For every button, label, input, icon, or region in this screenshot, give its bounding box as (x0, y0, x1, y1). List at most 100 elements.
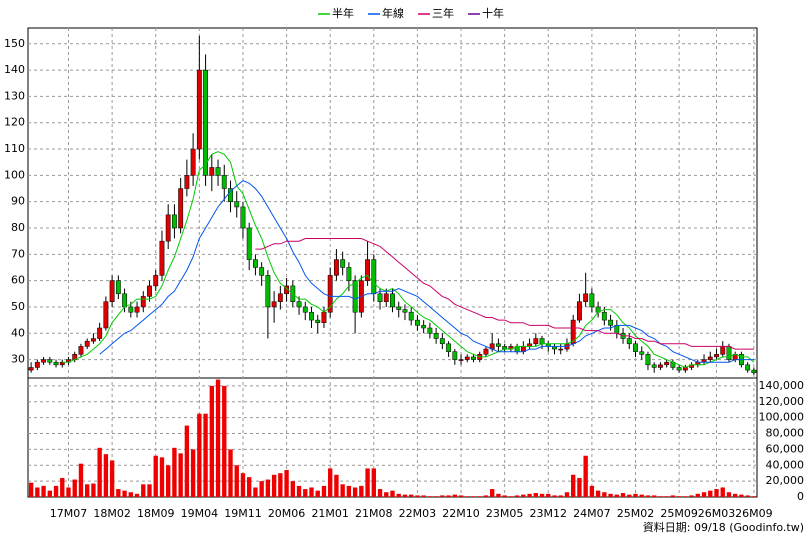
volume-bar (253, 487, 258, 497)
volume-bar (97, 447, 102, 497)
x-tick-label: 18M02 (93, 507, 131, 520)
candle-body (271, 301, 277, 308)
volume-bar (85, 484, 90, 497)
candle-body (321, 311, 327, 323)
legend-label: 半年 (332, 6, 354, 20)
candle-body (433, 333, 439, 339)
volume-bar (490, 489, 495, 497)
volume-bar (483, 495, 489, 497)
candle-body (365, 259, 371, 281)
volume-bar (284, 470, 289, 497)
volume-bar (222, 385, 227, 497)
candle-body (446, 343, 452, 352)
candle-body (608, 319, 614, 326)
candle-body (134, 306, 140, 313)
candle-body (657, 364, 663, 368)
volume-bar (620, 493, 626, 497)
candle-body (402, 309, 408, 313)
volume-bar (546, 493, 551, 497)
volume-bar (433, 496, 439, 497)
candle-body (265, 275, 271, 308)
x-tick-label: 25M02 (617, 507, 655, 520)
volume-bar (141, 484, 146, 497)
volume-bar (334, 474, 339, 497)
candle-body (234, 201, 240, 208)
x-tick-label: 20M06 (268, 507, 306, 520)
volume-bar (552, 495, 557, 497)
volume-bar (91, 483, 96, 497)
volume-bar (377, 489, 383, 497)
volume-bar (720, 487, 725, 497)
candle-body (28, 367, 34, 371)
volume-bar (396, 493, 401, 497)
candle-body (228, 188, 233, 202)
candle-body (452, 351, 458, 360)
volume-bar (471, 496, 476, 497)
volume-bar (726, 492, 732, 497)
candle-body (651, 364, 657, 368)
volume-bar (359, 485, 364, 497)
candle-body (171, 214, 177, 229)
volume-bar (602, 492, 607, 497)
volume-bar (116, 489, 121, 497)
volume-bar (296, 485, 302, 497)
candle-body (97, 327, 103, 339)
legend-label: 十年 (482, 6, 504, 20)
volume-bar (701, 492, 707, 497)
y2-tick-label: 20,000 (766, 474, 805, 487)
volume-bar (421, 495, 426, 497)
volume-bar (645, 495, 651, 497)
candle-body (259, 267, 265, 276)
candle-body (421, 325, 427, 329)
volume-bar (309, 487, 314, 497)
y2-tick-label: 60,000 (766, 442, 805, 455)
volume-bar (639, 494, 644, 497)
candle-body (78, 346, 84, 355)
volume-bar (72, 479, 77, 497)
volume-bar (714, 489, 719, 497)
candle-body (427, 327, 433, 334)
candle-body (576, 301, 582, 321)
volume-bar (147, 484, 152, 497)
volume-bar (209, 385, 214, 497)
volume-bar (514, 495, 520, 497)
volume-bar (452, 494, 457, 497)
volume-bar (134, 493, 140, 497)
candle-body (296, 301, 302, 308)
volume-bar (502, 495, 507, 497)
volume-bar (303, 489, 308, 497)
candle-body (190, 148, 196, 176)
x-tick-label: 24M07 (573, 507, 611, 520)
candle-body (371, 259, 377, 295)
candle-body (240, 206, 246, 229)
volume-bar (159, 457, 165, 497)
volume-bar (47, 490, 52, 497)
y-tick-label: 150 (4, 37, 25, 50)
volume-bar (340, 484, 345, 497)
candle-body (109, 280, 115, 302)
candle-body (196, 69, 202, 150)
candle-body (53, 361, 59, 366)
volume-bar (739, 494, 744, 497)
volume-bar (122, 490, 127, 497)
candle-body (277, 293, 283, 302)
candle-body (601, 311, 607, 321)
volume-bar (109, 460, 115, 497)
y-tick-label: 100 (4, 168, 25, 181)
volume-bar (571, 474, 576, 497)
volume-bar (41, 485, 46, 497)
y-tick-label: 110 (4, 142, 25, 155)
volume-bar (745, 495, 750, 497)
y-tick-label: 70 (11, 247, 25, 260)
volume-bar (589, 485, 595, 497)
volume-bar (197, 413, 202, 497)
volume-bar (614, 494, 619, 497)
y2-tick-label: 80,000 (766, 427, 805, 440)
volume-bar (103, 454, 109, 497)
candle-body (633, 343, 638, 352)
candle-body (383, 293, 389, 302)
candle-body (153, 275, 159, 287)
x-tick-label: 17M07 (50, 507, 88, 520)
x-tick-label: 18M09 (137, 507, 175, 520)
